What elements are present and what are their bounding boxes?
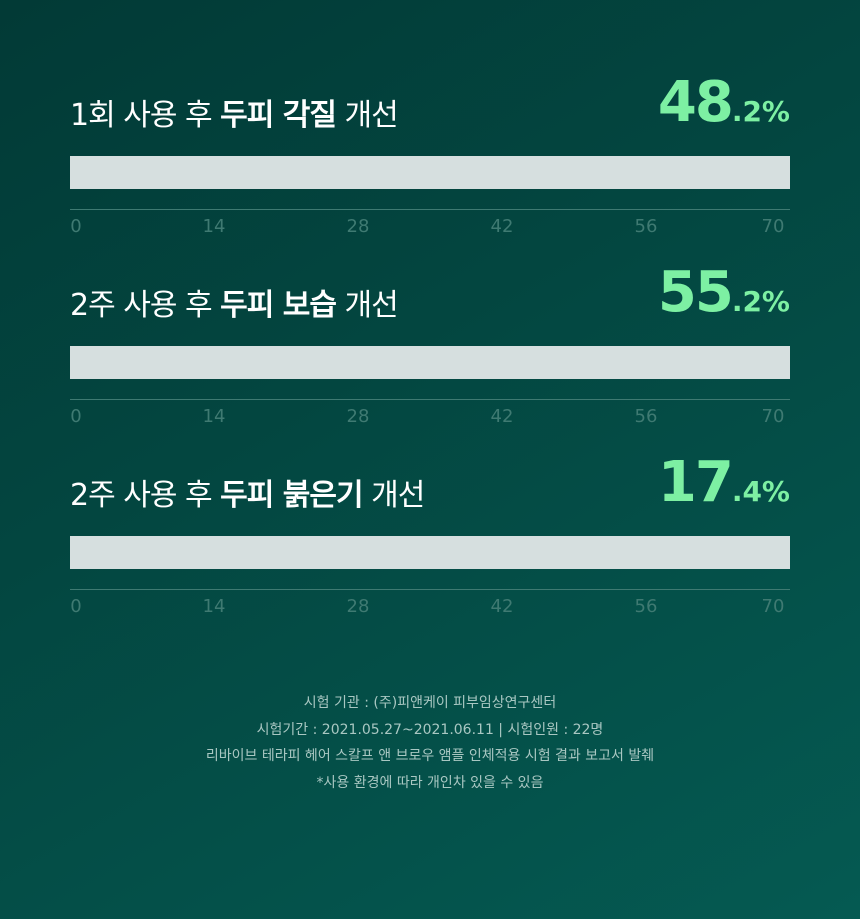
footnote-line: *사용 환경에 따라 개인차 있을 수 있음 xyxy=(316,774,544,791)
bar-track xyxy=(70,346,790,379)
x-tick-label: 42 xyxy=(490,406,514,427)
label-post: 개선 xyxy=(335,98,399,133)
x-axis xyxy=(70,399,790,400)
bar-track xyxy=(70,156,790,189)
label-bold: 두피 각질 xyxy=(220,98,337,133)
x-tick-label: 28 xyxy=(346,216,370,237)
x-tick-label: 0 xyxy=(70,596,82,617)
value-label: 55.2% xyxy=(658,260,790,325)
footnote-line: 시험 기관 : (주)피앤케이 피부임상연구센터 xyxy=(303,695,557,711)
label-post: 개선 xyxy=(335,288,399,323)
label-bold: 두피 보습 xyxy=(220,288,337,323)
bar-track xyxy=(70,536,790,569)
footnote: 시험 기관 : (주)피앤케이 피부임상연구센터 시험기간 : 2021.05.… xyxy=(0,690,860,796)
value-dec: .2% xyxy=(731,95,790,128)
value-int: 17 xyxy=(657,450,734,515)
bar-label: 1회 사용 후 두피 각질 개선 xyxy=(70,90,399,134)
value-int: 55 xyxy=(657,260,734,325)
value-int: 48 xyxy=(657,70,734,135)
x-tick-label: 42 xyxy=(490,216,514,237)
x-tick-label: 0 xyxy=(70,216,82,237)
x-tick-label: 70 xyxy=(761,596,785,617)
label-pre: 1회 사용 후 xyxy=(70,98,221,133)
label-post: 개선 xyxy=(362,478,425,513)
x-tick-label: 42 xyxy=(490,596,514,617)
label-pre: 2주 사용 후 xyxy=(70,478,221,513)
x-tick-label: 14 xyxy=(202,216,226,237)
footnote-line: 시험기간 : 2021.05.27~2021.06.11 | 시험인원 : 22… xyxy=(256,721,604,738)
value-label: 17.4% xyxy=(658,450,790,515)
value-label: 48.2% xyxy=(658,70,790,135)
bar-label: 2주 사용 후 두피 보습 개선 xyxy=(70,280,399,324)
x-tick-label: 70 xyxy=(761,406,785,427)
x-tick-label: 56 xyxy=(634,596,658,617)
x-tick-label: 0 xyxy=(70,406,82,427)
footnote-line: 리바이브 테라피 헤어 스칼프 앤 브로우 앰플 인체적용 시험 결과 보고서 … xyxy=(205,748,655,764)
x-tick-label: 28 xyxy=(346,596,370,617)
x-tick-label: 70 xyxy=(761,216,785,237)
label-bold: 두피 붉은기 xyxy=(220,478,363,513)
bar-label: 2주 사용 후 두피 붉은기 개선 xyxy=(70,470,425,514)
label-pre: 2주 사용 후 xyxy=(70,288,221,323)
value-dec: .4% xyxy=(731,475,790,508)
x-tick-label: 14 xyxy=(202,406,226,427)
x-axis xyxy=(70,589,790,590)
x-axis xyxy=(70,209,790,210)
x-tick-label: 28 xyxy=(346,406,370,427)
x-tick-label: 56 xyxy=(634,216,658,237)
x-tick-label: 14 xyxy=(202,596,226,617)
x-tick-label: 56 xyxy=(634,406,658,427)
value-dec: .2% xyxy=(731,285,790,318)
